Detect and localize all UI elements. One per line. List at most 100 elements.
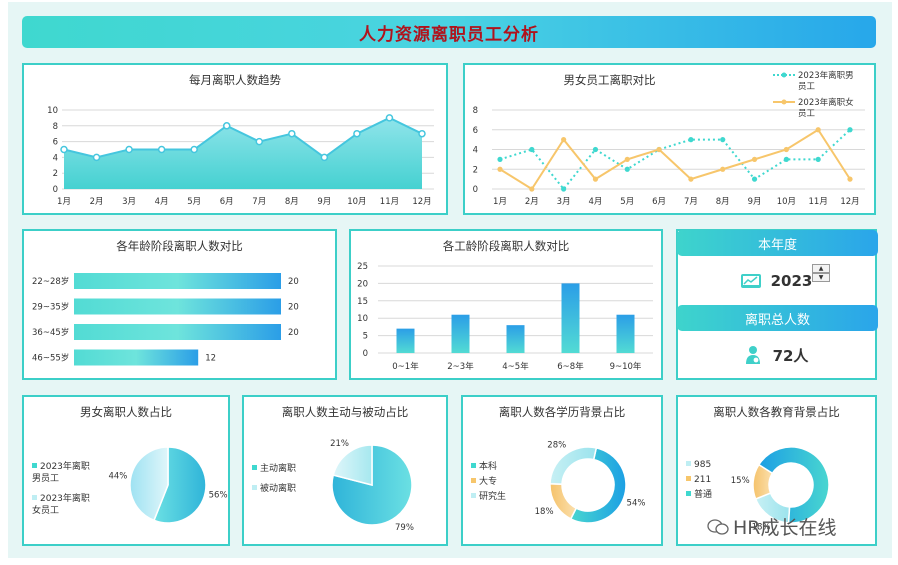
- x-tick-label: 1月: [57, 197, 71, 207]
- edu-donut-chart: 54% 18% 28%: [535, 441, 646, 524]
- data-point: [688, 176, 694, 182]
- dashboard-title: 人力资源离职员工分析: [359, 24, 539, 45]
- area-fill: [64, 117, 422, 189]
- legend-college: 大专: [471, 476, 497, 488]
- watermark-text: HR成长在线: [733, 517, 837, 539]
- x-tick-label: 1月: [493, 197, 507, 207]
- y-tick-label: 10: [357, 314, 368, 324]
- x-tick-label: 3月: [122, 197, 136, 207]
- legend-marker: [781, 99, 787, 105]
- data-point: [688, 137, 694, 143]
- pie-slice: [129, 446, 169, 522]
- data-point: [385, 114, 394, 122]
- total-display: 72人: [678, 339, 875, 371]
- legend-male: 2023年离职男员工: [32, 462, 90, 484]
- data-point: [529, 146, 535, 153]
- x-tick-label: 2月: [525, 197, 539, 207]
- data-point: [561, 137, 567, 143]
- x-tick-label: 6月: [220, 197, 234, 207]
- data-label: 54%: [627, 498, 646, 508]
- legend-label: 员工: [798, 109, 816, 119]
- data-point: [624, 156, 630, 162]
- bar: [396, 328, 415, 353]
- bar: [506, 325, 525, 353]
- monthly-trend-title: 每月离职人数趋势: [189, 73, 281, 87]
- y-tick-label: 8: [53, 122, 58, 132]
- x-tick-label: 4月: [155, 197, 169, 207]
- gender-pie-title: 男女离职人数占比: [80, 405, 172, 419]
- x-tick-label: 6~8年: [557, 361, 584, 372]
- data-label: 44%: [108, 471, 127, 481]
- y-tick-label: 46~55岁: [32, 353, 69, 364]
- legend-marker: [781, 72, 787, 78]
- series-line-1: [499, 128, 851, 191]
- x-tick-label: 7月: [252, 197, 266, 207]
- y-tick-label: 5: [363, 332, 368, 342]
- y-tick-label: 0: [363, 349, 368, 359]
- data-point: [720, 166, 726, 172]
- legend-label: 2023年离职女: [798, 97, 854, 108]
- gender-line-title: 男女员工离职对比: [563, 73, 656, 87]
- spinner-up-icon[interactable]: ▲: [812, 264, 830, 273]
- data-point: [497, 166, 503, 172]
- data-point: [847, 176, 853, 182]
- y-tick-label: 36~45岁: [32, 327, 69, 338]
- x-tick-label: 5月: [187, 197, 201, 207]
- total-header: 离职总人数: [677, 305, 878, 331]
- data-point: [418, 129, 426, 138]
- pie-slice: [332, 444, 373, 486]
- school-pie-title: 离职人数各教育背景占比: [713, 405, 840, 419]
- data-point: [592, 176, 599, 182]
- data-point: [592, 146, 599, 153]
- spinner-down-icon[interactable]: ▼: [812, 273, 830, 282]
- data-point: [624, 166, 630, 172]
- data-label: 18%: [752, 522, 771, 532]
- data-point: [60, 145, 68, 154]
- tenure-bar-panel: 各工龄阶段离职人数对比 0 5 10 15 20 25 0~1年 2~3年 4~5年 6~8年 9~…: [349, 229, 663, 380]
- y-tick-label: 4: [53, 153, 58, 163]
- y-tick-label: 20: [357, 279, 368, 289]
- bar: [74, 324, 281, 340]
- x-tick-label: 12月: [412, 197, 431, 207]
- pie-slice: [757, 446, 830, 524]
- x-tick-label: 0~1年: [392, 361, 419, 372]
- x-tick-label: 9月: [748, 197, 762, 207]
- data-point: [783, 146, 789, 153]
- data-point: [320, 153, 329, 162]
- x-tick-label: 8月: [716, 197, 730, 207]
- legend-985: 985: [686, 459, 711, 471]
- bar: [616, 314, 635, 353]
- legend-passive: 被动离职: [252, 483, 296, 495]
- bar: [561, 283, 580, 353]
- data-label: 79%: [395, 523, 414, 533]
- data-point: [720, 137, 726, 143]
- data-point: [847, 127, 853, 133]
- school-pie-panel: 离职人数各教育背景占比 985 211 普通 18% 15%: [676, 395, 877, 546]
- gender-pie-chart: 56% 44%: [108, 446, 228, 524]
- x-tick-label: 7月: [684, 197, 698, 207]
- x-tick-label: 2月: [90, 197, 104, 207]
- active-pie-title: 离职人数主动与被动占比: [281, 405, 409, 419]
- dashboard-title-bar: 人力资源离职员工分析: [22, 16, 876, 48]
- x-tick-label: 4~5年: [502, 361, 529, 372]
- data-label: 12: [205, 354, 216, 364]
- y-tick-label: 6: [473, 126, 478, 136]
- x-tick-label: 10月: [777, 197, 796, 207]
- data-point: [222, 122, 231, 130]
- pie-slice: [549, 483, 578, 520]
- x-tick-label: 3月: [557, 197, 571, 207]
- year-spinner[interactable]: ▲ ▼: [812, 264, 830, 284]
- data-point: [815, 156, 821, 162]
- bar: [451, 314, 470, 353]
- watermark: HR成长在线: [707, 513, 837, 540]
- pie-slice: [569, 447, 627, 524]
- x-tick-label: 12月: [840, 197, 859, 207]
- year-header: 本年度: [677, 230, 878, 256]
- legend-label: 2023年离职男: [798, 70, 854, 81]
- data-point: [255, 137, 264, 146]
- pie-slice: [153, 446, 207, 524]
- pie-slice: [549, 446, 598, 485]
- x-tick-label: 5月: [620, 197, 634, 207]
- year-value: 2023: [770, 272, 813, 290]
